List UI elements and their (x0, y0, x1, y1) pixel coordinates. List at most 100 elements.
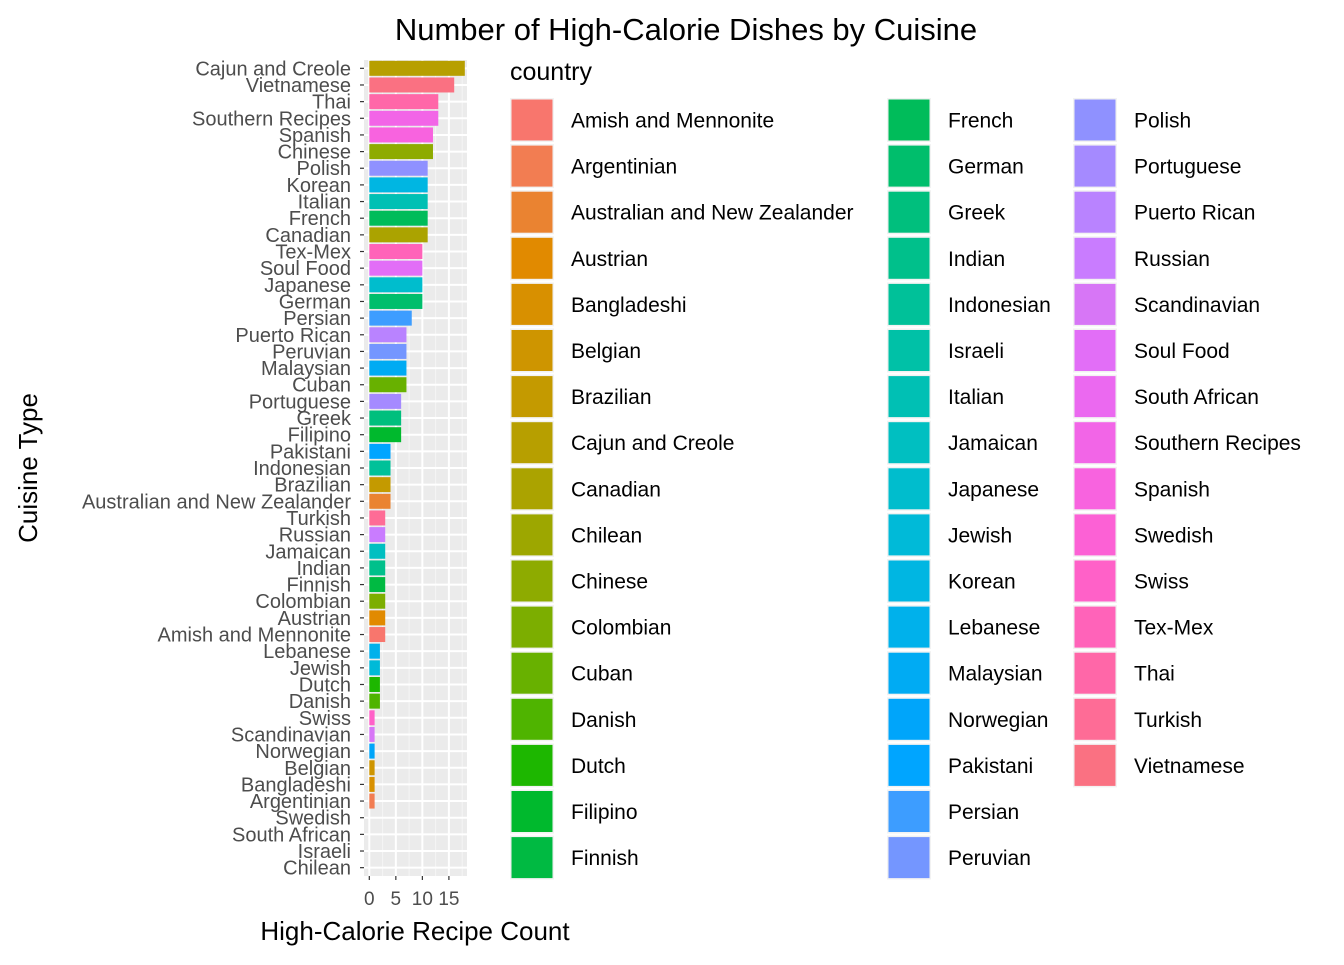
legend-label: Korean (948, 571, 1016, 594)
legend-swatch (511, 514, 553, 556)
legend-swatch (511, 191, 553, 233)
legend-swatch (1074, 744, 1116, 786)
legend-swatch (511, 744, 553, 786)
bar (369, 743, 375, 759)
y-tick-label: Indonesian (253, 458, 351, 480)
legend-label: Jamaican (948, 432, 1038, 455)
legend-label: Polish (1134, 110, 1191, 133)
legend: Amish and Mennonite Argentinian Australian… (510, 98, 1301, 880)
legend-label: German (948, 156, 1024, 179)
legend-label: Norwegian (948, 709, 1048, 732)
bar (369, 726, 375, 742)
legend-item: Filipino (510, 789, 638, 834)
legend-item: Bangladeshi (510, 282, 687, 327)
legend-item: Thai (1073, 651, 1175, 696)
legend-item: Spanish (1073, 466, 1210, 511)
y-tick-label: Chilean (283, 858, 351, 880)
legend-swatch (1074, 283, 1116, 325)
bar (369, 260, 423, 276)
legend-label: Israeli (948, 340, 1004, 363)
legend-label: Belgian (571, 340, 641, 363)
legend-item: Colombian (510, 605, 671, 650)
x-tick-label: 5 (391, 889, 402, 910)
legend-item: Jewish (887, 512, 1012, 557)
legend-swatch (888, 560, 930, 602)
legend-item: Persian (887, 789, 1019, 834)
x-axis-ticks: 0 5 10 15 (364, 876, 459, 910)
legend-item: Austrian (510, 236, 648, 281)
legend-label: Persian (948, 801, 1019, 824)
bar (369, 610, 386, 626)
bar (369, 194, 428, 210)
y-tick-label: Colombian (255, 591, 351, 613)
bar (369, 760, 375, 776)
legend-label: Southern Recipes (1134, 432, 1301, 455)
y-tick-label: Jamaican (265, 541, 351, 563)
legend-item: Vietnamese (1073, 743, 1245, 788)
y-tick-label: South African (232, 824, 351, 846)
legend-label: Soul Food (1134, 340, 1230, 363)
legend-swatch (888, 468, 930, 510)
legend-swatch (1074, 698, 1116, 740)
y-tick-label: Peruvian (272, 341, 351, 363)
legend-item: Cajun and Creole (510, 420, 734, 465)
y-tick-label: Polish (297, 158, 351, 180)
bar (369, 360, 407, 376)
bar (369, 577, 386, 593)
bar (369, 94, 439, 110)
legend-swatch (888, 422, 930, 464)
y-tick-label: Norwegian (255, 741, 351, 763)
legend-item: Turkish (1073, 697, 1202, 742)
bar (369, 493, 391, 509)
legend-label: Finnish (571, 847, 639, 870)
y-tick-label: Filipino (288, 425, 351, 447)
y-tick-label: Soul Food (260, 258, 351, 280)
x-tick-label: 0 (364, 889, 375, 910)
bar (369, 427, 402, 443)
y-tick-label: Italian (298, 192, 351, 214)
legend-item: South African (1073, 374, 1259, 419)
legend-swatch (1074, 191, 1116, 233)
legend-swatch (511, 560, 553, 602)
y-axis-title: Cuisine Type (13, 393, 43, 543)
legend-swatch (511, 376, 553, 418)
legend-item: Japanese (887, 466, 1039, 511)
bar (369, 110, 439, 126)
bar (369, 793, 375, 809)
legend-swatch (888, 744, 930, 786)
bar (369, 676, 380, 692)
legend-item: German (887, 144, 1024, 189)
legend-label: Dutch (571, 755, 626, 778)
y-tick-label: Brazilian (274, 475, 351, 497)
legend-label: Jewish (948, 524, 1012, 547)
y-tick-label: Amish and Mennonite (158, 625, 351, 647)
bar (369, 477, 391, 493)
bar (369, 643, 380, 659)
bar (369, 127, 433, 143)
bar (369, 410, 402, 426)
legend-label: Austrian (571, 248, 648, 271)
legend-item: Chinese (510, 559, 648, 603)
legend-swatch (888, 145, 930, 187)
legend-item: Greek (887, 190, 1006, 235)
bar (369, 227, 428, 243)
y-tick-label: Pakistani (270, 441, 351, 463)
y-tick-label: Chinese (278, 142, 351, 164)
legend-item: Indian (887, 236, 1005, 281)
legend-swatch (1074, 145, 1116, 187)
legend-swatch (511, 330, 553, 371)
bar (369, 776, 375, 792)
x-tick-label: 15 (438, 889, 459, 910)
legend-label: Malaysian (948, 663, 1043, 686)
legend-item: Lebanese (887, 605, 1040, 650)
legend-swatch (1074, 376, 1116, 418)
y-tick-label: French (289, 208, 351, 230)
legend-label: Puerto Rican (1134, 202, 1255, 225)
legend-swatch (511, 145, 553, 187)
bars (369, 60, 465, 809)
y-tick-label: Canadian (265, 225, 351, 247)
legend-item: Russian (1073, 236, 1210, 281)
y-tick-label: Scandinavian (231, 724, 351, 746)
legend-swatch (511, 606, 553, 648)
y-tick-label: Bangladeshi (241, 774, 351, 796)
